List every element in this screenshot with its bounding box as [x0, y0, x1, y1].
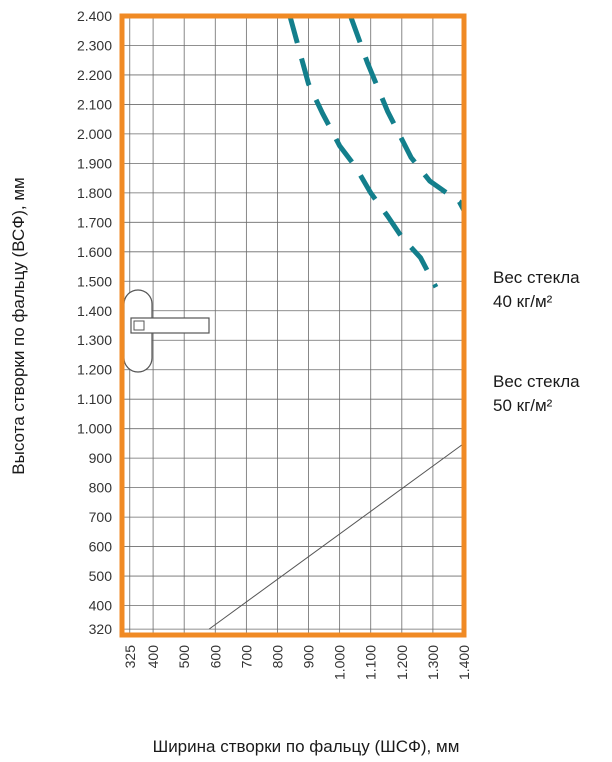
- y-tick-label: 2.400: [77, 8, 112, 24]
- y-tick-label: 1.800: [77, 185, 112, 201]
- x-axis-title: Ширина створки по фальцу (ШСФ), мм: [153, 737, 460, 756]
- y-tick-label: 2.100: [77, 96, 112, 112]
- legend-50-line1: Вес стекла: [493, 372, 580, 391]
- legend-40-line1: Вес стекла: [493, 268, 580, 287]
- y-tick-label: 700: [89, 509, 113, 525]
- y-tick-label: 1.700: [77, 214, 112, 230]
- y-tick-label: 1.300: [77, 332, 112, 348]
- y-tick-label: 1.100: [77, 391, 112, 407]
- x-tick-label: 400: [145, 645, 161, 669]
- y-tick-label: 400: [89, 598, 113, 614]
- x-tick-label: 900: [301, 645, 317, 669]
- x-tick-label: 1.100: [363, 645, 379, 680]
- diagonal-line-layer: [208, 442, 465, 630]
- y-tick-labels: 320 400 500 600 700 800 900 1.000 1.100 1.200 1.30…: [77, 8, 112, 637]
- y-axis-title: Высота створки по фальцу (ВСФ), мм: [9, 177, 28, 474]
- y-tick-label: 2.300: [77, 37, 112, 53]
- series-line-1: [287, 15, 439, 289]
- y-tick-label: 2.200: [77, 67, 112, 83]
- legend-50-line2: 50 кг/м²: [493, 396, 553, 415]
- y-tick-label: 1.000: [77, 421, 112, 437]
- x-tick-label: 325: [122, 645, 138, 669]
- y-tick-label: 320: [89, 621, 113, 637]
- legend-entry-50: Вес стекла 50 кг/м²: [493, 372, 580, 415]
- x-tick-label: 1.000: [332, 645, 348, 680]
- x-tick-label: 1.400: [456, 645, 472, 680]
- x-tick-labels: 325 400 500 600 700 800 900 1.000 1.100 1.200 1.30…: [122, 645, 472, 680]
- y-tick-label: 900: [89, 450, 113, 466]
- y-tick-label: 2.000: [77, 126, 112, 142]
- x-tick-label: 600: [207, 645, 223, 669]
- legend-40-line2: 40 кг/м²: [493, 292, 553, 311]
- y-tick-label: 800: [89, 480, 113, 496]
- chart-frame: [119, 13, 467, 638]
- x-tick-label: 800: [269, 645, 285, 669]
- y-tick-label: 1.200: [77, 362, 112, 378]
- y-tick-label: 1.500: [77, 273, 112, 289]
- y-tick-label: 600: [89, 539, 113, 555]
- y-tick-label: 1.900: [77, 155, 112, 171]
- window-handle-icon: [123, 289, 210, 373]
- legend-entry-40: Вес стекла 40 кг/м²: [493, 268, 580, 311]
- x-tick-label: 500: [176, 645, 192, 669]
- x-tick-label: 700: [238, 645, 254, 669]
- y-tick-label: 500: [89, 568, 113, 584]
- y-tick-label: 1.600: [77, 244, 112, 260]
- diagonal-line: [208, 442, 465, 630]
- x-tick-label: 1.300: [425, 645, 441, 680]
- x-tick-label: 1.200: [394, 645, 410, 680]
- y-tick-label: 1.400: [77, 303, 112, 319]
